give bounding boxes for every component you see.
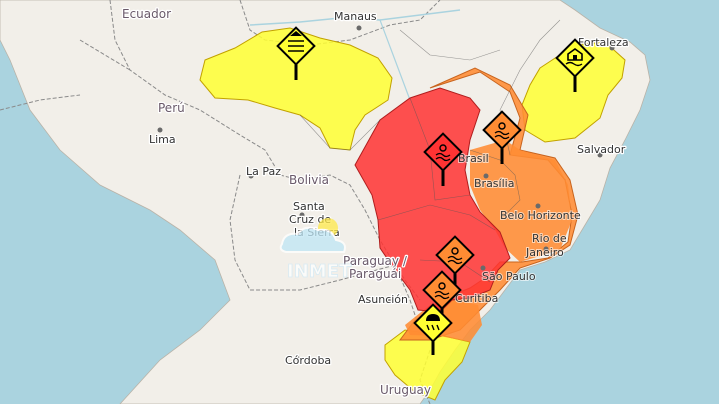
city-label-sao-paulo: São Paulo <box>482 270 536 283</box>
city-dot-la-paz <box>248 173 254 179</box>
inmet-watermark-logo: INMET <box>279 218 352 282</box>
cloud-icon <box>279 226 346 253</box>
city-label-la-paz: La Paz <box>246 165 281 178</box>
country-label-ecuador: Ecuador <box>122 7 171 21</box>
city-label-brasilia: Brasília <box>474 177 514 190</box>
border-line <box>0 94 81 111</box>
country-label-uruguay: Uruguay <box>380 383 431 397</box>
city-label-salvador: Salvador <box>577 143 626 156</box>
city-label-curitiba: Curitiba <box>455 292 498 305</box>
city-dot-rio <box>543 246 549 252</box>
city-label-cordoba: Córdoba <box>285 354 331 367</box>
city-dot-santa-cruz <box>299 212 305 218</box>
city-label-rio-line2: Janeiro <box>525 246 564 259</box>
state-border <box>399 29 501 61</box>
city-dot-salvador <box>597 152 603 158</box>
city-label-brasil: Brasil <box>458 152 489 165</box>
city-dot-fortaleza <box>609 45 615 51</box>
state-border <box>409 97 471 201</box>
city-label-manaus: Manaus <box>334 10 377 23</box>
city-dot-brasilia <box>483 173 489 179</box>
city-label-fortaleza: Fortaleza <box>578 36 629 49</box>
storm-warning-icon[interactable] <box>413 303 453 355</box>
country-label-paraguay-line2: Paraguái <box>349 267 401 281</box>
watermark-text: INMET <box>287 261 352 282</box>
country-label-bolivia: Bolivia <box>289 173 329 187</box>
state-border <box>469 149 521 216</box>
country-label-peru: Perú <box>158 101 185 115</box>
house-flood-warning-icon[interactable] <box>555 38 595 92</box>
city-label-rio-line1: Rio de <box>532 232 567 245</box>
border-line <box>279 174 396 266</box>
state-border <box>377 204 496 231</box>
heat-warning-icon[interactable] <box>435 235 475 289</box>
city-label-asuncion: Asunción <box>358 293 408 306</box>
country-label-paraguay-line1: Paraguay / <box>343 254 408 268</box>
city-dot-sao-paulo <box>480 265 486 271</box>
city-label-lima: Lima <box>149 133 176 146</box>
heat-warning-icon[interactable] <box>422 270 462 324</box>
border-line <box>79 39 131 71</box>
border-line <box>109 0 281 176</box>
city-dot-lima <box>157 127 163 133</box>
river <box>249 9 461 26</box>
wind-warning-icon[interactable] <box>276 26 316 80</box>
river <box>379 19 411 101</box>
city-dot-asuncion <box>387 297 393 303</box>
border-line <box>229 174 421 331</box>
alert-area-orange-fill <box>470 140 572 262</box>
city-label-santa-cruz-line1: Santa <box>293 200 325 213</box>
city-dot-cordoba <box>294 355 300 361</box>
city-label-belo-horizonte: Belo Horizonte <box>500 209 581 222</box>
city-dot-manaus <box>356 25 362 31</box>
heat-warning-icon[interactable] <box>423 132 463 186</box>
heat-warning-icon[interactable] <box>482 110 522 164</box>
state-border <box>299 114 381 151</box>
city-dot-belo-horizonte <box>535 203 541 209</box>
